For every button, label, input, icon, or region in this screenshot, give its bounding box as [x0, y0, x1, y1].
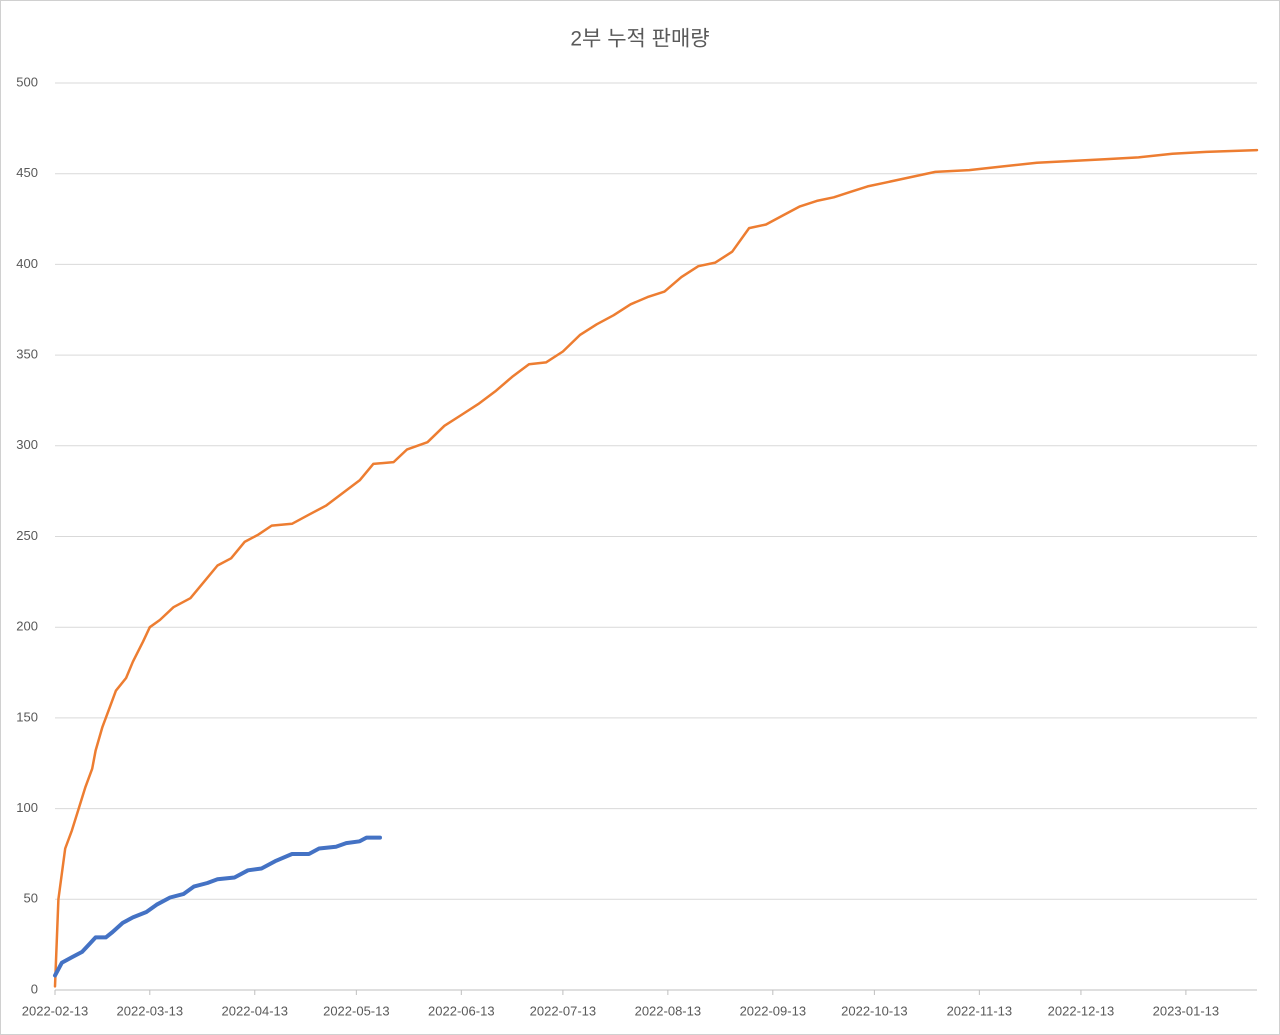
y-tick-label: 200: [16, 619, 38, 634]
y-tick-label: 400: [16, 256, 38, 271]
x-tick-label: 2022-11-13: [947, 1003, 1013, 1018]
series-line: [53, 835, 382, 978]
x-tick-label: 2022-04-13: [222, 1003, 289, 1018]
y-tick-label: 0: [31, 981, 38, 996]
x-tick-label: 2022-05-13: [323, 1003, 390, 1018]
y-tick-label: 50: [24, 891, 38, 906]
y-tick-label: 500: [16, 74, 38, 89]
y-tick-label: 300: [16, 437, 38, 452]
y-tick-label: 150: [16, 709, 38, 724]
x-tick-label: 2022-06-13: [428, 1003, 495, 1018]
x-tick-label: 2022-03-13: [117, 1003, 184, 1018]
y-tick-label: 250: [16, 528, 38, 543]
x-tick-label: 2022-10-13: [841, 1003, 908, 1018]
y-tick-label: 350: [16, 347, 38, 362]
x-tick-label: 2022-09-13: [740, 1003, 807, 1018]
x-tick-label: 2022-07-13: [530, 1003, 597, 1018]
x-tick-label: 2023-01-13: [1153, 1003, 1220, 1018]
y-tick-label: 100: [16, 800, 38, 815]
x-tick-label: 2022-12-13: [1048, 1003, 1115, 1018]
chart-title: 2부 누적 판매량: [570, 28, 709, 51]
series-line: [53, 148, 1259, 988]
x-tick-label: 2022-08-13: [635, 1003, 702, 1018]
y-tick-label: 450: [16, 165, 38, 180]
x-tick-label: 2022-02-13: [22, 1003, 89, 1018]
